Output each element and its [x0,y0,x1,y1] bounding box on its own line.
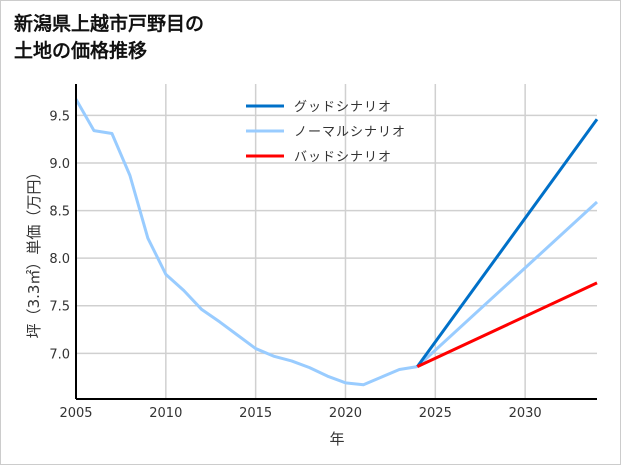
series-line-1 [416,200,599,368]
legend-label: グッドシナリオ [294,100,392,115]
x-axis-label: 年 [329,430,344,448]
x-tick-label: 2030 [509,406,542,421]
y-tick-label: 7.5 [49,300,70,315]
legend-label: バッドシナリオ [294,150,392,165]
title-line-2: 土地の価格推移 [14,40,148,62]
series-line-2 [416,281,598,369]
y-axis-label: 坪（3.3㎡）単価（万円） [25,165,43,339]
chart-title: 新潟県上越市戸野目の 土地の価格推移 [14,11,204,65]
series-line-0 [416,118,599,368]
y-tick-label: 7.0 [49,347,70,362]
x-tick-label: 2025 [419,406,452,421]
y-tick-label: 9.0 [49,157,70,172]
x-tick-label: 2005 [59,406,92,421]
title-line-1: 新潟県上越市戸野目の [14,13,205,35]
y-tick-label: 8.0 [49,252,70,267]
legend-label: ノーマルシナリオ [294,125,406,140]
x-tick-label: 2010 [149,406,182,421]
y-tick-label: 9.5 [49,109,70,124]
series-line-3 [74,98,418,387]
y-tick-label: 8.5 [49,205,70,220]
x-tick-label: 2015 [239,406,272,421]
x-tick-label: 2020 [329,406,362,421]
